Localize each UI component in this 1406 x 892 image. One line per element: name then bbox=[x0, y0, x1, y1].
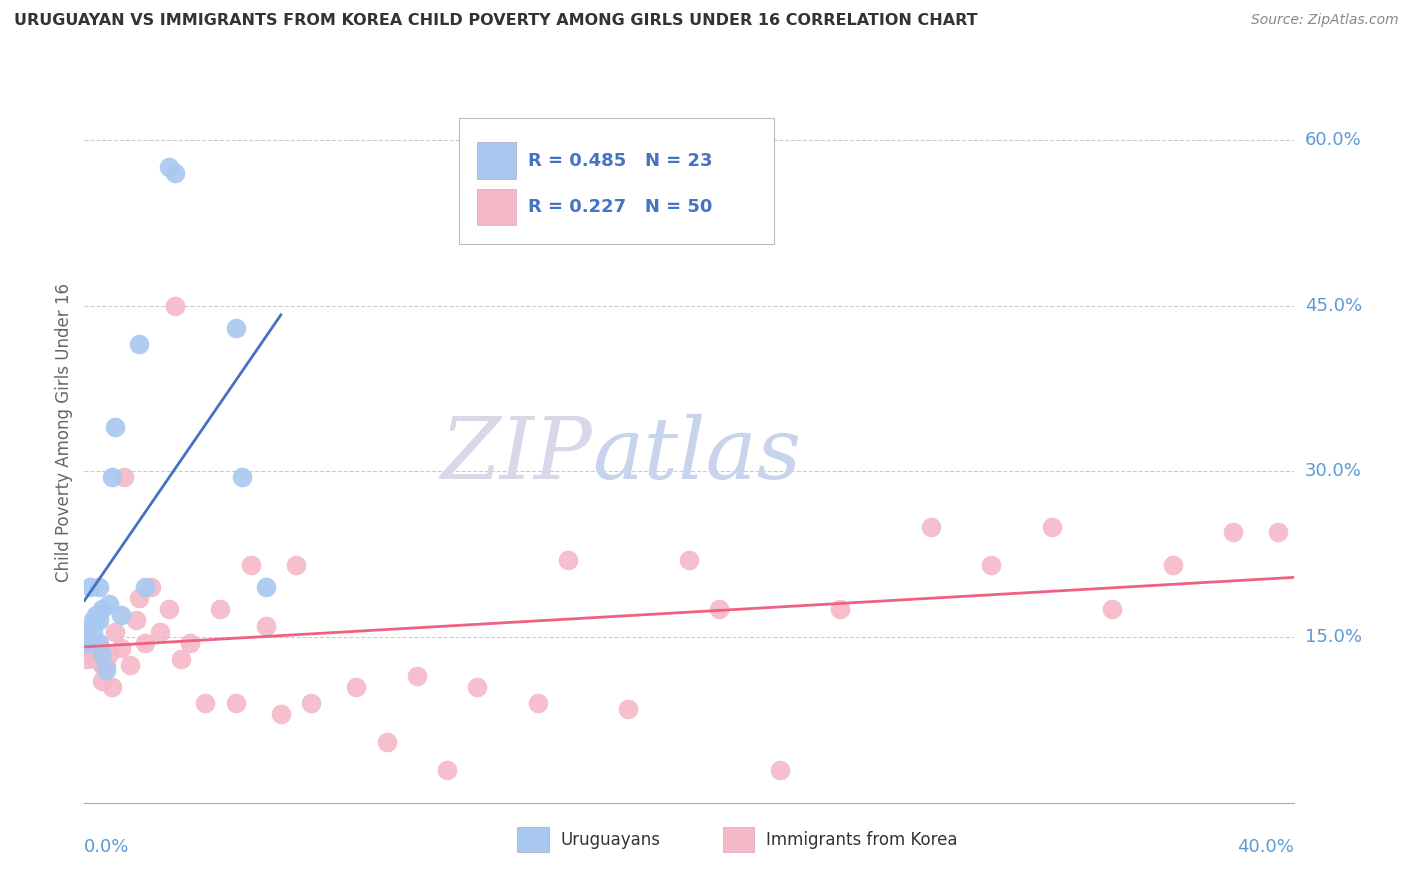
Point bbox=[678, 552, 700, 566]
Point bbox=[104, 624, 127, 639]
Text: Source: ZipAtlas.com: Source: ZipAtlas.com bbox=[1251, 13, 1399, 28]
FancyBboxPatch shape bbox=[723, 827, 754, 853]
FancyBboxPatch shape bbox=[478, 143, 516, 178]
Point bbox=[231, 470, 253, 484]
Point bbox=[239, 558, 262, 573]
Point bbox=[270, 707, 292, 722]
Point bbox=[118, 657, 141, 672]
Point bbox=[89, 635, 111, 649]
Point bbox=[165, 166, 187, 180]
Point bbox=[110, 607, 132, 622]
Point bbox=[285, 558, 308, 573]
Point bbox=[76, 652, 98, 666]
Point bbox=[134, 635, 156, 649]
Point bbox=[91, 674, 114, 689]
Point bbox=[179, 635, 201, 649]
Point bbox=[157, 602, 180, 616]
Text: 15.0%: 15.0% bbox=[1305, 628, 1361, 646]
Point bbox=[76, 635, 98, 649]
Point bbox=[82, 624, 104, 639]
Point bbox=[346, 680, 368, 694]
Text: R = 0.227   N = 50: R = 0.227 N = 50 bbox=[529, 198, 713, 216]
Point bbox=[157, 161, 180, 175]
FancyBboxPatch shape bbox=[517, 827, 548, 853]
Point bbox=[91, 657, 114, 672]
Point bbox=[527, 697, 550, 711]
Point bbox=[100, 470, 122, 484]
Point bbox=[79, 580, 101, 594]
Text: Uruguayans: Uruguayans bbox=[561, 830, 661, 849]
Text: Immigrants from Korea: Immigrants from Korea bbox=[766, 830, 957, 849]
Point bbox=[769, 763, 792, 777]
Point bbox=[709, 602, 731, 616]
Point bbox=[225, 697, 247, 711]
Text: atlas: atlas bbox=[592, 414, 801, 496]
Point bbox=[1267, 524, 1289, 539]
Point bbox=[254, 580, 277, 594]
Point bbox=[1101, 602, 1123, 616]
Point bbox=[406, 669, 429, 683]
Point bbox=[139, 580, 162, 594]
Point bbox=[920, 519, 942, 533]
Point bbox=[104, 420, 127, 434]
Point bbox=[86, 652, 108, 666]
Text: 45.0%: 45.0% bbox=[1305, 296, 1362, 315]
Point bbox=[980, 558, 1002, 573]
Point bbox=[100, 680, 122, 694]
Point bbox=[128, 591, 150, 606]
Point bbox=[91, 647, 114, 661]
Text: ZIP: ZIP bbox=[440, 414, 592, 496]
Point bbox=[91, 602, 114, 616]
Point bbox=[467, 680, 489, 694]
Point bbox=[225, 320, 247, 334]
Point bbox=[89, 580, 111, 594]
Text: 60.0%: 60.0% bbox=[1305, 131, 1361, 149]
Point bbox=[128, 337, 150, 351]
Point bbox=[1161, 558, 1184, 573]
Point bbox=[112, 470, 135, 484]
Point bbox=[1040, 519, 1063, 533]
Point bbox=[617, 702, 640, 716]
Point bbox=[89, 614, 111, 628]
Point bbox=[830, 602, 852, 616]
Point bbox=[134, 580, 156, 594]
Point bbox=[170, 652, 193, 666]
Point bbox=[97, 647, 120, 661]
Point bbox=[299, 697, 322, 711]
Point bbox=[89, 641, 111, 656]
Text: R = 0.485   N = 23: R = 0.485 N = 23 bbox=[529, 152, 713, 169]
Text: 40.0%: 40.0% bbox=[1237, 838, 1294, 855]
Point bbox=[94, 657, 117, 672]
Point bbox=[1222, 524, 1244, 539]
Point bbox=[82, 614, 104, 628]
Point bbox=[110, 641, 132, 656]
Point bbox=[125, 614, 148, 628]
Point bbox=[94, 663, 117, 677]
Point bbox=[436, 763, 458, 777]
Point bbox=[254, 619, 277, 633]
Point bbox=[194, 697, 217, 711]
FancyBboxPatch shape bbox=[460, 118, 773, 244]
Text: URUGUAYAN VS IMMIGRANTS FROM KOREA CHILD POVERTY AMONG GIRLS UNDER 16 CORRELATIO: URUGUAYAN VS IMMIGRANTS FROM KOREA CHILD… bbox=[14, 13, 977, 29]
Text: 0.0%: 0.0% bbox=[84, 838, 129, 855]
Point bbox=[209, 602, 232, 616]
Point bbox=[86, 607, 108, 622]
Point bbox=[375, 735, 398, 749]
Point bbox=[97, 597, 120, 611]
Y-axis label: Child Poverty Among Girls Under 16: Child Poverty Among Girls Under 16 bbox=[55, 283, 73, 582]
Point bbox=[82, 647, 104, 661]
Point bbox=[557, 552, 579, 566]
FancyBboxPatch shape bbox=[478, 189, 516, 226]
Text: 30.0%: 30.0% bbox=[1305, 462, 1361, 480]
Point bbox=[165, 299, 187, 313]
Point bbox=[76, 624, 98, 639]
Point bbox=[149, 624, 172, 639]
Point bbox=[79, 635, 101, 649]
